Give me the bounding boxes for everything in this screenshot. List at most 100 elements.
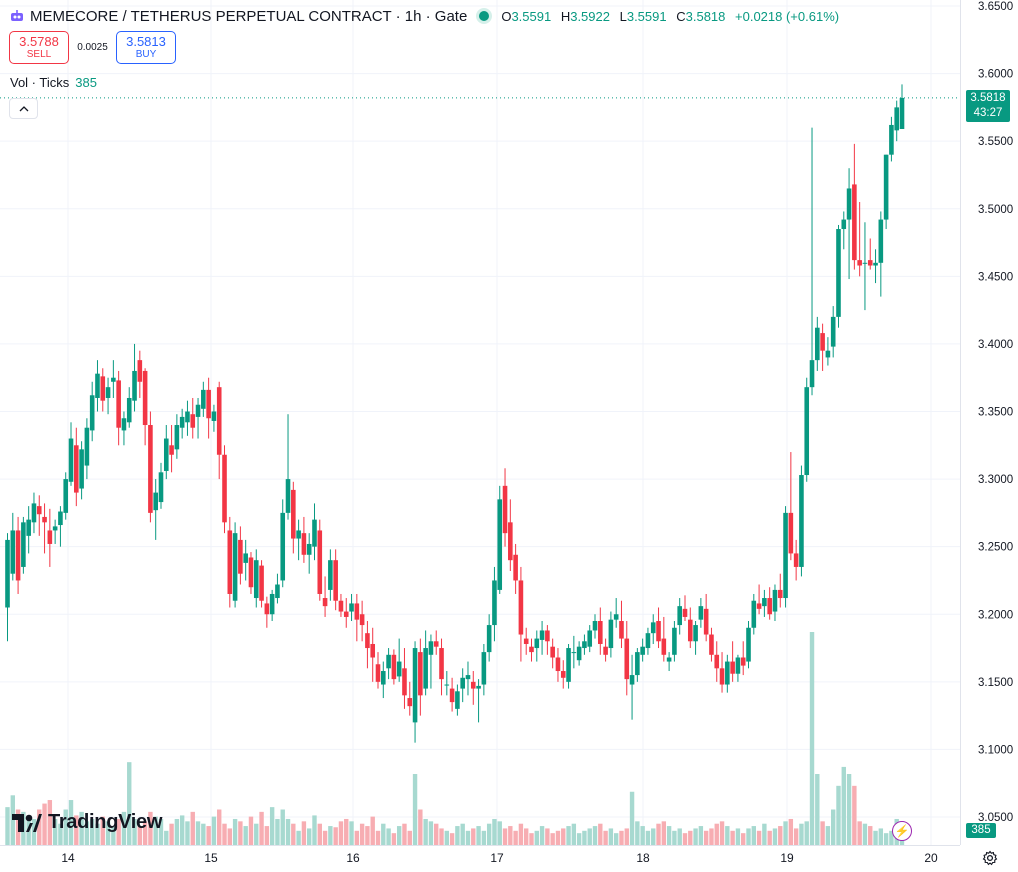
volume-bar (471, 828, 476, 845)
candle-body (423, 648, 428, 689)
candle-body (756, 603, 762, 609)
open-value: 3.5591 (511, 8, 552, 24)
candle-body (163, 438, 169, 471)
gear-icon[interactable] (982, 850, 998, 866)
price-tick-label: 3.3500 (978, 407, 1013, 419)
market-status-dot[interactable] (479, 11, 490, 21)
buy-button[interactable]: 3.5813 BUY (116, 31, 176, 64)
candle-body (185, 411, 190, 423)
candle-body (301, 533, 307, 555)
volume-bar (645, 830, 651, 845)
candle-body (539, 630, 545, 640)
candle-body (396, 661, 402, 677)
volume-bar (783, 821, 788, 845)
volume-bar (629, 791, 635, 845)
volume-bar (841, 766, 846, 845)
volume-bar (741, 833, 746, 845)
candle-body (201, 389, 206, 409)
candle-body (116, 380, 121, 428)
volume-bar (545, 828, 550, 845)
volume-bar (5, 807, 10, 845)
candle-body (645, 633, 651, 649)
volume-bar (195, 821, 201, 845)
volume-bar (873, 830, 878, 845)
candle-body (354, 603, 360, 620)
high-value: 3.5922 (570, 8, 610, 24)
volume-bar (571, 823, 577, 845)
candle-body (677, 606, 682, 626)
time-tick-label: 19 (780, 851, 794, 865)
volume-bar (301, 821, 307, 845)
volume-bar (751, 826, 756, 845)
candle-body (825, 350, 831, 358)
candle-body (883, 154, 889, 220)
tradingview-logo[interactable]: TradingView (12, 811, 162, 834)
candle-body (751, 600, 757, 628)
volume-bar (534, 830, 539, 845)
volume-bar (608, 828, 614, 845)
volume-bar (476, 826, 481, 845)
volume-bar (264, 826, 270, 845)
volume-legend[interactable]: Vol · Ticks 385 (10, 75, 97, 90)
candle-body (68, 438, 74, 482)
volume-bar (127, 762, 132, 845)
volume-bar (719, 821, 725, 845)
candle-body (370, 643, 376, 658)
candle-body (899, 97, 905, 130)
volume-bar (68, 800, 74, 845)
volume-bar (465, 830, 471, 845)
spread-value: 0.0025 (77, 42, 108, 53)
volume-bar (730, 830, 735, 845)
volume-bar (365, 826, 370, 845)
candle-body (21, 522, 26, 567)
candle-body (84, 427, 90, 466)
volume-bar (259, 811, 264, 845)
volume-bar (725, 826, 730, 845)
volume-bar (793, 828, 799, 845)
trade-buttons: 3.5788 SELL 0.0025 3.5813 BUY (9, 31, 176, 64)
candle-body (603, 646, 608, 655)
candle-body (799, 475, 804, 567)
candle-body (275, 584, 280, 599)
volume-bar (206, 826, 211, 845)
candle-body (158, 472, 164, 503)
volume-bar (460, 823, 465, 845)
volume-bar (291, 823, 296, 845)
price-tick-label: 3.6000 (978, 69, 1013, 81)
candle-body (836, 229, 841, 317)
candle-body (809, 360, 815, 388)
volume-bar (238, 821, 243, 845)
candle-body (36, 506, 42, 515)
candle-body (190, 414, 196, 428)
volume-bar (677, 828, 682, 845)
candle-body (391, 654, 397, 680)
volume-bar (42, 803, 47, 845)
volume-bar (164, 830, 169, 845)
volume-bar (756, 830, 762, 845)
candle-body (291, 489, 296, 539)
candle-body (497, 499, 503, 590)
volume-bar (809, 632, 815, 845)
candle-body (100, 376, 106, 401)
volume-bar (862, 823, 868, 845)
volume-bar (656, 823, 661, 845)
volume-bar (386, 828, 391, 845)
candle-body (555, 657, 561, 672)
candle-body (322, 598, 328, 607)
volume-bar (248, 816, 254, 845)
symbol-title[interactable]: MEMECORE / TETHERUS PERPETUAL CONTRACT ·… (30, 7, 468, 25)
volume-bar (693, 828, 698, 845)
collapse-legend-button[interactable] (9, 98, 38, 119)
candle-body (359, 614, 365, 626)
candle-body (777, 589, 783, 599)
sell-button[interactable]: 3.5788 SELL (9, 31, 69, 64)
volume-value-tag: 385 (966, 823, 996, 838)
price-tick-label: 3.2500 (978, 542, 1013, 554)
lightning-icon[interactable]: ⚡ (892, 821, 912, 841)
candle-body (238, 539, 243, 574)
volume-bar (370, 816, 375, 845)
volume-bar (322, 830, 328, 845)
candle-body (439, 648, 444, 680)
volume-bar (37, 809, 42, 845)
